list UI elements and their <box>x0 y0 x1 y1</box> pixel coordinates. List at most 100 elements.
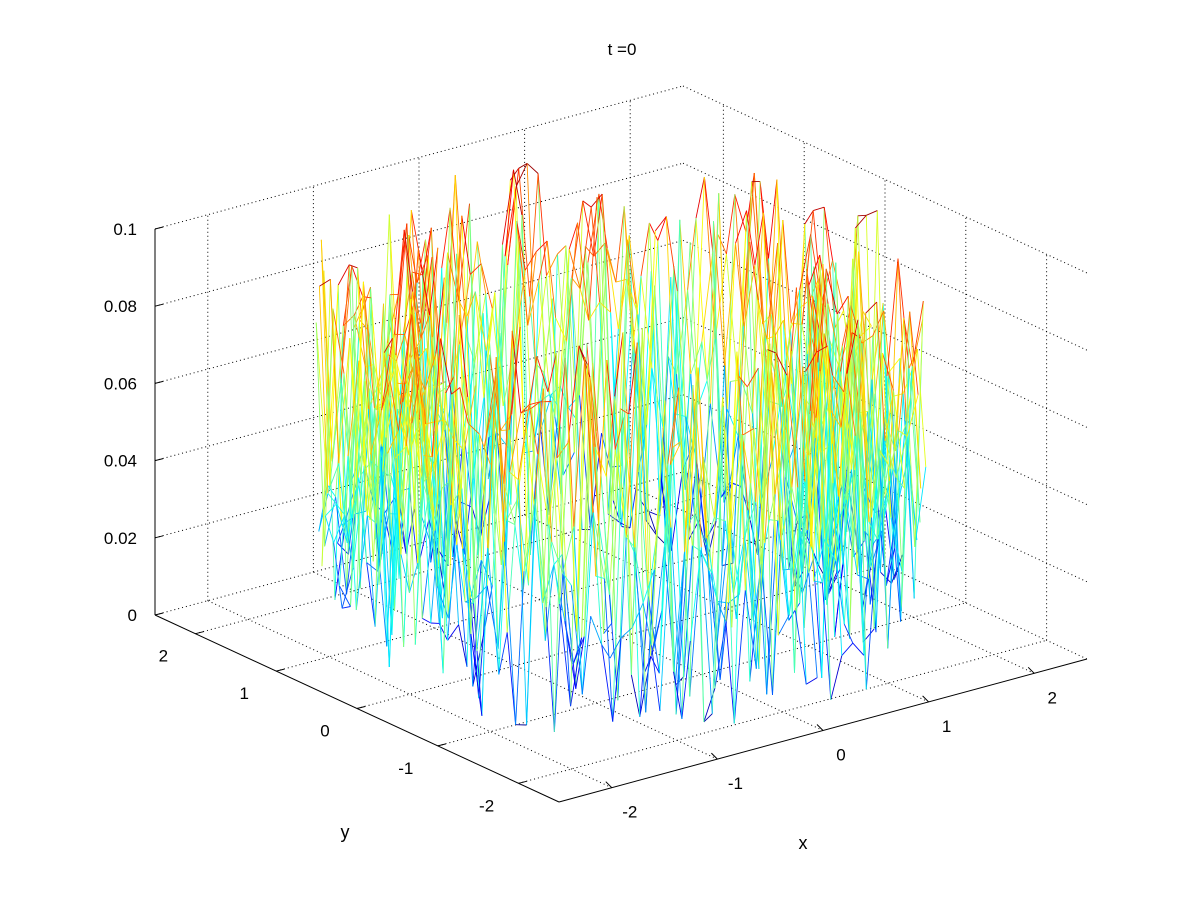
mesh-segment <box>335 503 346 516</box>
mesh-segment <box>592 363 602 476</box>
mesh-segment <box>414 359 424 483</box>
mesh-segment <box>759 181 772 315</box>
y-tick-label: -2 <box>479 796 494 815</box>
mesh-segment <box>440 338 452 395</box>
axes-ticks: 0 0.02 0.04 0.06 0.08 0.1 -2 -1 0 1 2 -2 -1 0 1 2 <box>104 220 1057 822</box>
mesh-segment <box>835 373 848 562</box>
mesh-segment <box>506 519 516 526</box>
mesh-segment <box>779 323 792 405</box>
mesh-segment <box>327 492 337 505</box>
mesh-segment <box>846 319 859 374</box>
mesh-segment <box>832 260 845 311</box>
mesh-segment <box>612 417 625 722</box>
mesh-segment <box>733 434 744 724</box>
mesh-segment <box>848 319 858 575</box>
mesh-segment <box>652 546 665 651</box>
mesh-segment <box>806 417 817 530</box>
x-tick-label: 1 <box>942 717 951 736</box>
mesh-segment <box>494 292 504 407</box>
mesh-segment <box>897 258 910 369</box>
mesh-segment <box>823 207 834 261</box>
mesh-segment <box>447 344 460 566</box>
mesh-segment <box>802 366 812 548</box>
mesh-segment <box>450 215 463 384</box>
mesh-segment <box>651 437 663 646</box>
mesh-segment <box>528 356 538 586</box>
mesh-segment <box>838 496 850 639</box>
mesh-segment <box>423 455 436 531</box>
y-tick-label: 2 <box>159 647 168 666</box>
mesh-segment <box>535 275 547 364</box>
mesh-segment <box>456 397 469 545</box>
mesh-segment <box>508 429 518 500</box>
mesh-segment <box>714 621 727 689</box>
mesh-segment <box>338 338 351 464</box>
mesh-segment <box>767 349 776 354</box>
mesh-segment <box>797 487 810 573</box>
mesh-segment <box>578 345 588 365</box>
mesh-segment <box>339 456 349 587</box>
mesh-segment <box>557 245 567 255</box>
mesh-segment <box>461 488 474 687</box>
mesh-segment <box>572 637 583 665</box>
y-tick-label: 0 <box>320 722 329 741</box>
mesh-segment <box>430 388 441 510</box>
mesh-segment <box>765 334 775 413</box>
x-tick-mark <box>1027 666 1035 674</box>
mesh-segment <box>581 512 594 695</box>
mesh-segment <box>714 253 727 339</box>
mesh-segment <box>892 318 905 470</box>
mesh-segment <box>597 520 610 595</box>
mesh-segment <box>456 253 469 416</box>
mesh-segment <box>717 234 727 255</box>
mesh-segment <box>526 499 536 726</box>
mesh-segment <box>846 373 856 436</box>
mesh-segment <box>832 375 842 428</box>
mesh-segment <box>735 210 747 244</box>
mesh-segment <box>775 352 788 376</box>
mesh-segment <box>601 193 614 501</box>
mesh-segment <box>472 633 485 687</box>
mesh-segment <box>441 383 452 575</box>
mesh-segment <box>788 530 801 615</box>
mesh-segment <box>805 677 818 685</box>
mesh-segment <box>843 435 856 625</box>
mesh-segment <box>893 390 903 572</box>
mesh-segment <box>406 366 416 645</box>
mesh-segment <box>564 358 575 527</box>
mesh-segment <box>389 380 402 555</box>
mesh-segment <box>808 371 821 573</box>
mesh-segment <box>339 585 351 607</box>
mesh-segment <box>500 414 513 431</box>
mesh-segment <box>529 401 541 406</box>
mesh-segment <box>372 410 383 562</box>
mesh-segment <box>354 510 367 515</box>
mesh-segment <box>695 402 707 539</box>
mesh-segment <box>410 298 420 391</box>
mesh-segment <box>659 527 672 711</box>
mesh-segment <box>810 411 823 678</box>
mesh-segment <box>528 404 539 455</box>
mesh-segment <box>793 223 806 410</box>
mesh-segment <box>743 326 753 414</box>
mesh-segment <box>631 602 644 628</box>
mesh-segment <box>441 207 451 268</box>
mesh-segment <box>743 264 756 327</box>
mesh-segment <box>744 428 755 591</box>
mesh-segment <box>868 521 878 540</box>
mesh-segment <box>575 636 585 689</box>
mesh-segment <box>684 384 694 552</box>
mesh-segment <box>581 616 592 695</box>
mesh-segment <box>662 437 672 528</box>
z-tick-label: 0 <box>128 606 137 625</box>
mesh-segment <box>898 311 911 431</box>
mesh-segment <box>799 530 812 548</box>
mesh-segment <box>744 536 754 621</box>
mesh-segment <box>860 338 872 518</box>
mesh-segment <box>611 408 621 624</box>
mesh-segment <box>476 548 489 652</box>
mesh-segment <box>837 499 847 525</box>
mesh-segment <box>700 547 713 714</box>
mesh-segment <box>453 375 463 549</box>
mesh-segment <box>389 380 399 431</box>
